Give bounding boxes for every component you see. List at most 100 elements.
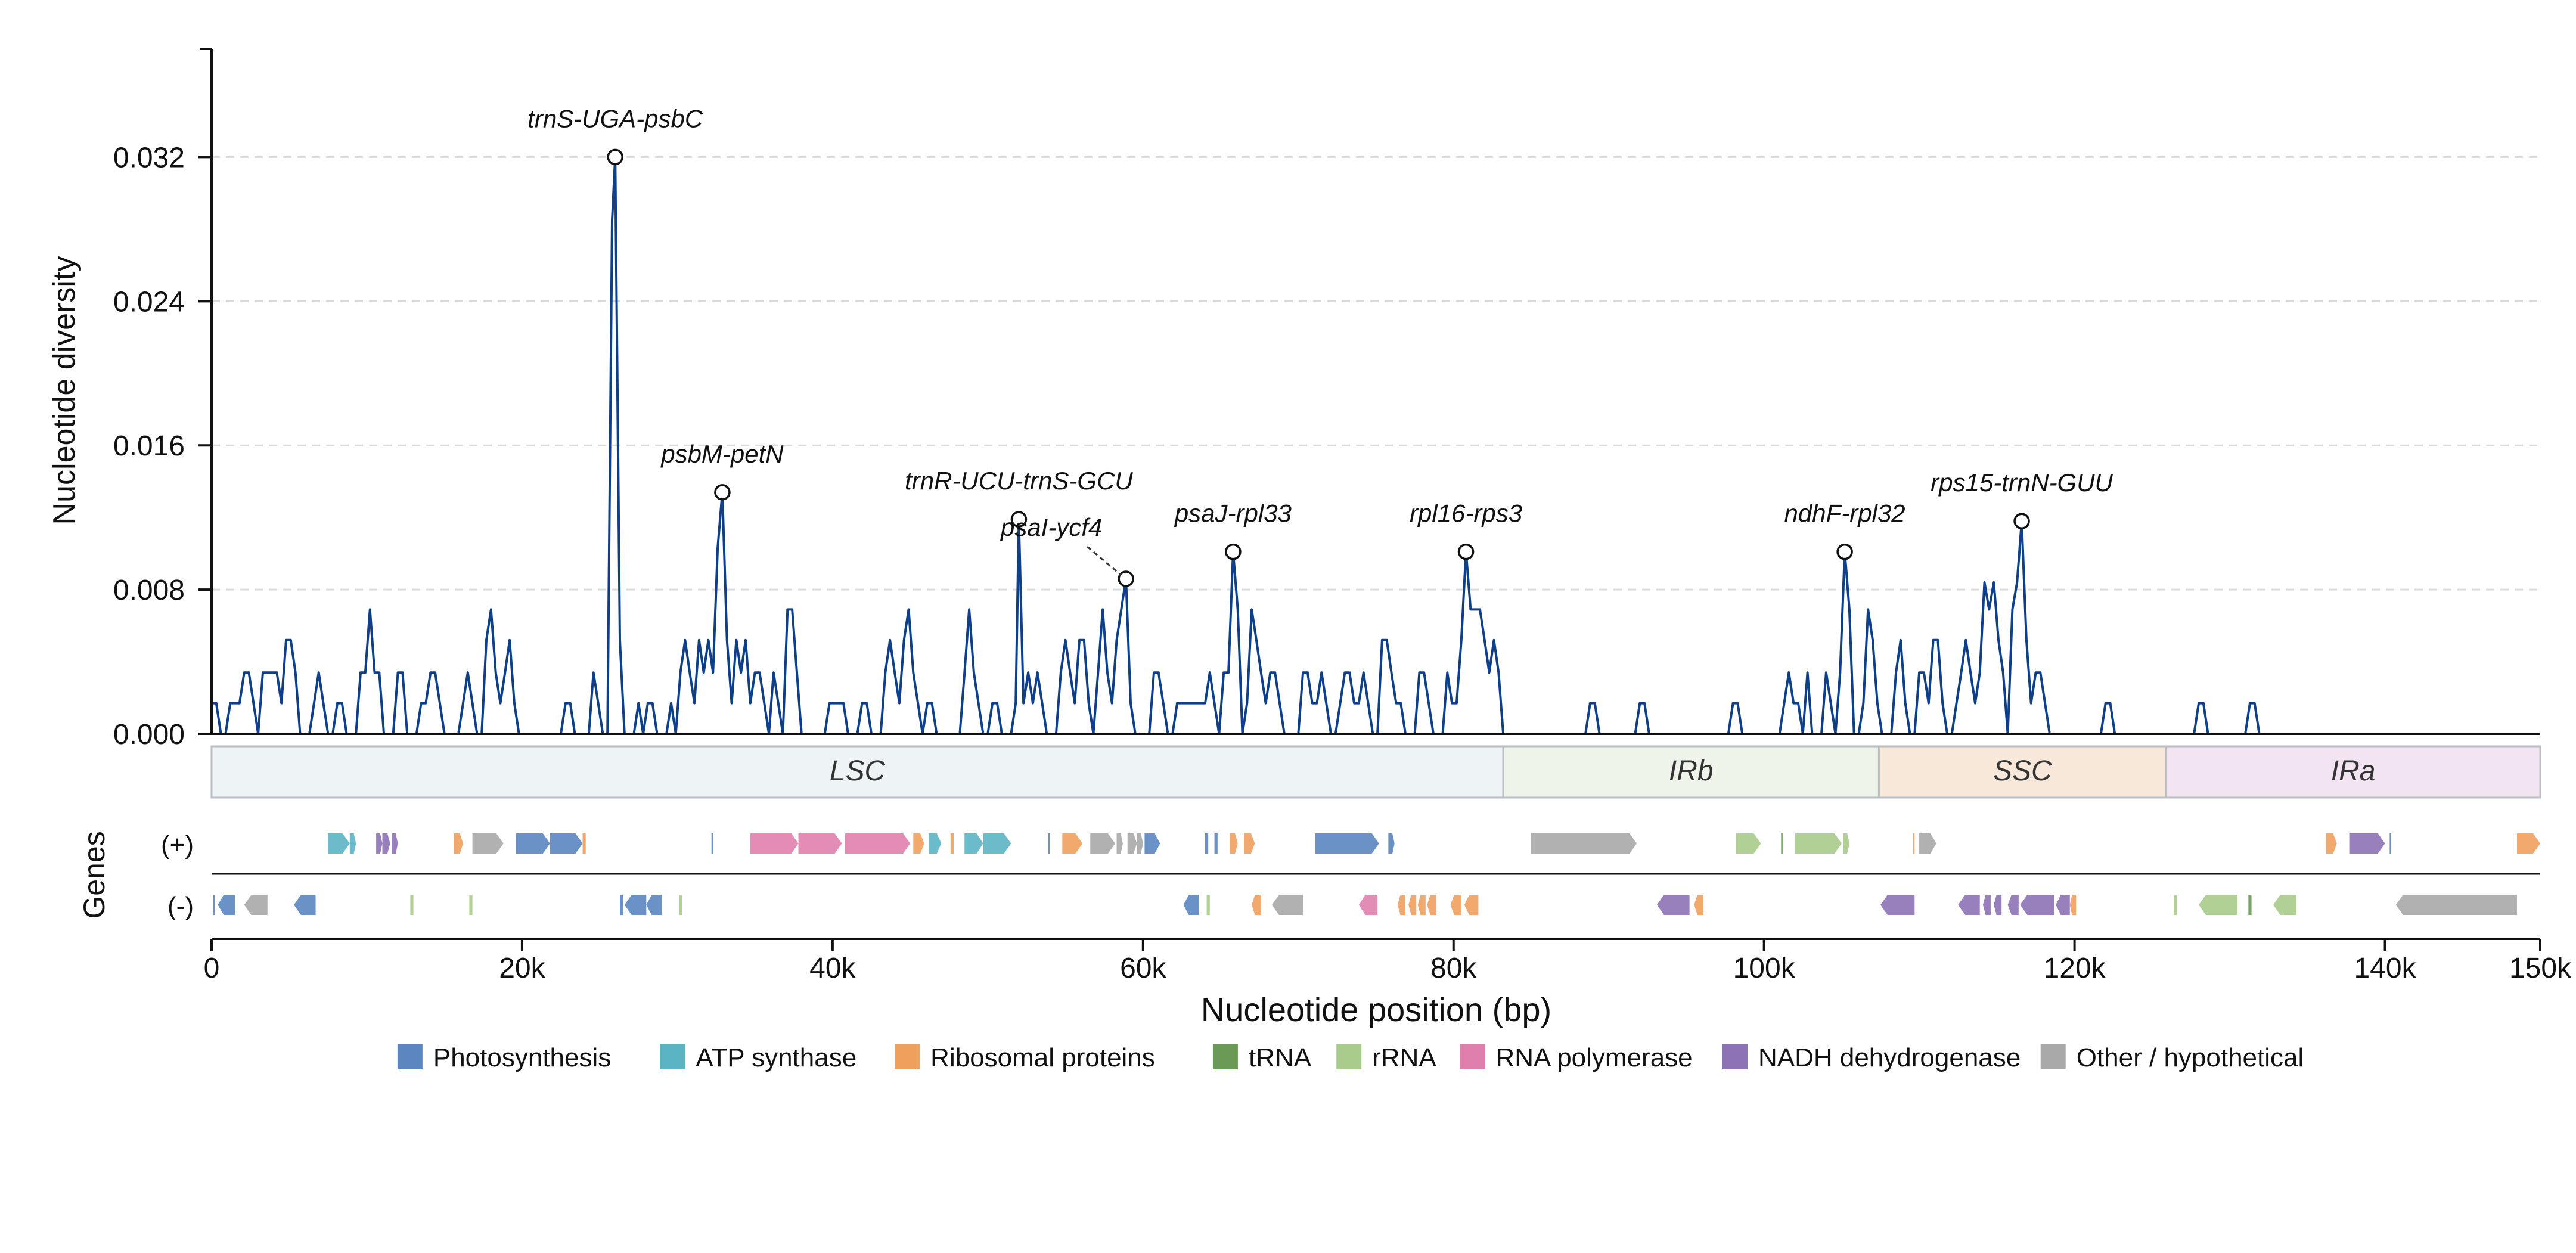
gene-arrow-photo (1388, 833, 1395, 854)
gene-arrow-photo (1214, 833, 1218, 854)
y-tick-label: 0.000 (113, 719, 185, 750)
gene-arrow-other (244, 895, 268, 915)
gene-arrow-ndh (1982, 895, 1991, 915)
peak-annotations: trnS-UGA-psbC psbM-petN trnR-UCU-trnS-GCU p… (527, 104, 2113, 587)
gene-arrow-atp (328, 833, 350, 854)
legend-swatch-rnap (1460, 1044, 1485, 1069)
gene-arrow-rrna (1206, 895, 1210, 915)
x-tick-label: 20k (499, 953, 545, 984)
region-label: IRa (2331, 755, 2376, 787)
legend-label-ndh: NADH dehydrogenase (1758, 1043, 2021, 1072)
gene-arrow-ribo (454, 833, 463, 854)
region-label: IRb (1669, 755, 1714, 787)
y-tick-label: 0.032 (113, 142, 185, 173)
gene-arrow-ndh (1994, 895, 2002, 915)
peak-label: trnR-UCU-trnS-GCU (905, 467, 1133, 495)
legend-label-photo: Photosynthesis (433, 1043, 611, 1072)
gene-arrow-ribo (1464, 895, 1479, 915)
gene-arrow-ribo (1244, 833, 1255, 854)
peak-label: psaJ-rpl33 (1174, 500, 1292, 528)
region-ssc (1877, 745, 2167, 799)
gene-arrow-photo (620, 895, 623, 915)
gene-arrow-photo (2389, 833, 2391, 854)
gene-arrow-ribo (1230, 833, 1238, 854)
gene-arrow-ndh (2007, 895, 2019, 915)
gene-arrow-other (1137, 833, 1143, 854)
gene-arrow-ribo (1913, 833, 1915, 854)
legend-label-rrna: rRNA (1372, 1043, 1436, 1072)
gene-arrow-ribo (2516, 833, 2540, 854)
gene-arrow-ribo (1252, 895, 1261, 915)
gene-arrow-rrna (2198, 895, 2238, 915)
peak-marker (714, 484, 731, 501)
gene-arrow-ribo (1397, 895, 1405, 915)
gene-arrow-ndh (1880, 895, 1915, 915)
gene-arrow-rnap (1358, 895, 1378, 915)
gene-arrow-ribo (913, 833, 924, 854)
x-tick-label: 80k (1430, 953, 1477, 984)
gene-arrow-photo (624, 895, 647, 915)
axes: 0.000 0.008 0.016 0.024 0.032 0 20k 40k 60k 80k 10… (113, 48, 2572, 984)
gene-arrow-photo (1205, 833, 1209, 854)
gene-arrow-ribo (1450, 895, 1461, 915)
legend-label-other: Other / hypothetical (2077, 1043, 2304, 1072)
gene-arrow-ribo (1427, 895, 1437, 915)
peak-marker (2013, 513, 2030, 529)
gene-arrow-ribo (2069, 895, 2077, 915)
y-tick-label: 0.008 (113, 575, 185, 606)
gene-arrow-ribo (1408, 895, 1417, 915)
peak-marker (1836, 543, 1853, 560)
x-axis-label: Nucleotide position (bp) (1201, 991, 1551, 1028)
region-lsc (210, 745, 1504, 799)
gene-arrow-ribo (950, 833, 954, 854)
gene-arrow-photo (1144, 833, 1160, 854)
gene-arrow-atp (983, 833, 1011, 854)
peak-marker (1225, 543, 1242, 560)
legend-label-atp: ATP synthase (696, 1043, 856, 1072)
peak-label: ndhF-rpl32 (1784, 500, 1905, 528)
legend-swatch-other (2040, 1044, 2066, 1069)
gene-arrow-ribo (1694, 895, 1704, 915)
gene-arrow-ndh (376, 833, 383, 854)
region-bar: LSC IRb SSC IRa (210, 745, 2541, 799)
legend-swatch-photo (397, 1044, 423, 1069)
peak-label: rps15-trnN-GUU (1931, 469, 2113, 497)
gene-arrow-photo (1315, 833, 1379, 854)
x-tick-label: 40k (809, 953, 856, 984)
gene-arrow-ndh (2020, 895, 2054, 915)
y-tick-label: 0.016 (113, 430, 185, 462)
gene-arrow-atp (349, 833, 356, 854)
legend-label-ribo: Ribosomal proteins (930, 1043, 1155, 1072)
legend-label-trna: tRNA (1249, 1043, 1312, 1072)
peak-marker (1457, 543, 1475, 560)
gene-arrow-photo (294, 895, 316, 915)
gene-arrow-ndh (1656, 895, 1690, 915)
gene-arrow-ndh (2349, 833, 2385, 854)
gene-arrow-rrna (1736, 833, 1761, 854)
peak-marker (1118, 570, 1134, 587)
gene-arrow-ribo (1062, 833, 1083, 854)
gene-arrow-ribo (2326, 833, 2337, 854)
x-tick-label: 0 (204, 953, 220, 984)
gene-arrow-photo (550, 833, 583, 854)
gene-arrow-other (472, 833, 504, 854)
region-label: LSC (830, 755, 886, 787)
gene-arrow-other (1090, 833, 1115, 854)
gene-arrow-rnap (845, 833, 911, 854)
gene-arrow-atp (929, 833, 942, 854)
gene-arrow-rrna (469, 895, 473, 915)
gene-arrow-photo (218, 895, 235, 915)
gene-arrow-ndh (2056, 895, 2070, 915)
x-tick-label: 140k (2354, 953, 2416, 984)
gene-arrow-ribo (582, 833, 586, 854)
legend-swatch-atp (660, 1044, 685, 1069)
gene-arrow-other (1919, 833, 1936, 854)
gene-arrow-other (1116, 833, 1123, 854)
x-tick-label: 100k (1733, 953, 1796, 984)
x-tick-label: 60k (1120, 953, 1166, 984)
gene-arrow-photo (213, 895, 215, 915)
gene-arrow-other (1271, 895, 1303, 915)
gene-arrow-photo (516, 833, 550, 854)
region-irb (1502, 745, 1880, 799)
